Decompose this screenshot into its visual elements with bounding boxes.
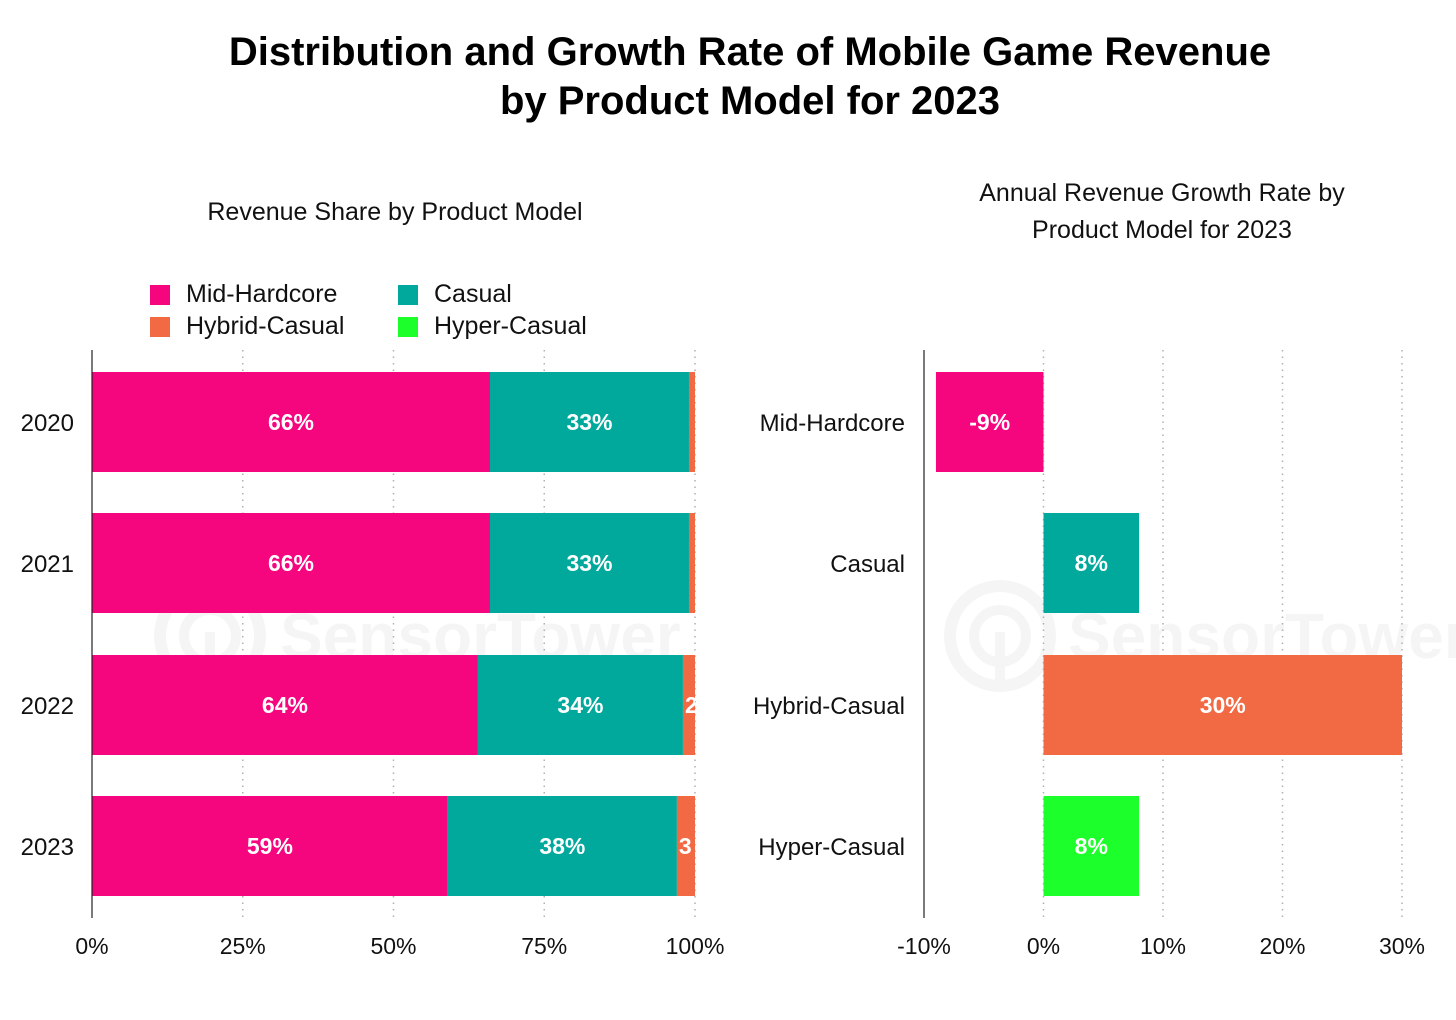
bar-hybrid-casual-2020 bbox=[688, 372, 695, 472]
bar-hybrid-casual-2023 bbox=[676, 796, 695, 896]
bar-hyper-casual bbox=[1043, 796, 1140, 896]
y-tick-label: Hybrid-Casual bbox=[753, 693, 905, 720]
x-tick-label: 100% bbox=[666, 933, 725, 959]
y-tick-label: Casual bbox=[830, 551, 905, 578]
bar-value-label: 64% bbox=[262, 692, 308, 718]
bar-mid-hardcore-2020 bbox=[92, 372, 490, 472]
right-chart-bars: -9% 8% 30% 8% bbox=[935, 372, 1402, 896]
legend-label-hyper-casual: Hyper-Casual bbox=[434, 312, 587, 340]
left-chart-title: Revenue Share by Product Model bbox=[207, 198, 583, 226]
legend-label-mid-hardcore: Mid-Hardcore bbox=[186, 280, 338, 308]
legend-swatch-casual bbox=[398, 284, 418, 305]
left-category-labels: 2020 2021 2022 2023 bbox=[21, 410, 74, 861]
x-tick-label: 20% bbox=[1259, 933, 1305, 959]
bar-hybrid-casual-2021 bbox=[688, 513, 695, 613]
y-tick-label: 2023 bbox=[21, 834, 74, 861]
legend-swatch-hybrid-casual bbox=[150, 316, 170, 337]
y-tick-label: 2021 bbox=[21, 551, 74, 578]
y-tick-label: 2022 bbox=[21, 693, 74, 720]
bar-hybrid-casual-2022 bbox=[682, 655, 695, 755]
bar-mid-hardcore-2023 bbox=[92, 796, 448, 896]
x-tick-label: 0% bbox=[75, 933, 108, 959]
x-tick-label: 10% bbox=[1140, 933, 1186, 959]
y-tick-label: 2020 bbox=[21, 410, 74, 437]
x-tick-label: 50% bbox=[370, 933, 416, 959]
legend-item-hybrid-casual: Hybrid-Casual bbox=[150, 312, 344, 341]
bar-mid-hardcore-2021 bbox=[92, 513, 490, 613]
y-tick-label: Mid-Hardcore bbox=[760, 410, 905, 437]
bar-hybrid-casual bbox=[1043, 655, 1402, 755]
legend-item-mid-hardcore: Mid-Hardcore bbox=[150, 280, 337, 309]
x-tick-label: -10% bbox=[897, 933, 951, 959]
x-tick-label: 30% bbox=[1379, 933, 1425, 959]
chart-title: Distribution and Growth Rate of Mobile G… bbox=[0, 28, 1456, 126]
right-chart-title-line-1: Annual Revenue Growth Rate by bbox=[979, 179, 1345, 207]
bar-value-label: 34% bbox=[557, 692, 603, 718]
bar-value-label: 2 bbox=[685, 692, 698, 718]
right-chart-title: Annual Revenue Growth Rate by Product Mo… bbox=[912, 175, 1412, 249]
x-tick-label: 0% bbox=[1027, 933, 1060, 959]
left-chart-bars: 66% 33% 66% 33% 64% 34% 2 59% 38% 3 bbox=[92, 372, 698, 896]
left-x-tick-labels: 0% 25% 50% 75% 100% bbox=[75, 933, 724, 959]
bar-value-label: 8% bbox=[1075, 833, 1108, 859]
legend-label-hybrid-casual: Hybrid-Casual bbox=[186, 312, 345, 340]
bar-value-label: 3 bbox=[679, 833, 692, 859]
bar-value-label: 8% bbox=[1075, 550, 1108, 576]
chart-title-line-2: by Product Model for 2023 bbox=[499, 79, 1001, 123]
y-tick-label: Hyper-Casual bbox=[758, 834, 905, 861]
bar-value-label: 38% bbox=[539, 833, 585, 859]
bar-value-label: -9% bbox=[969, 409, 1010, 435]
chart-title-line-1: Distribution and Growth Rate of Mobile G… bbox=[228, 30, 1272, 74]
right-x-tick-labels: -10% 0% 10% 20% 30% bbox=[897, 933, 1425, 959]
x-tick-label: 75% bbox=[521, 933, 567, 959]
bar-casual bbox=[1043, 513, 1140, 613]
legend-swatch-hyper-casual bbox=[398, 316, 418, 337]
bar-value-label: 66% bbox=[268, 409, 314, 435]
x-tick-label: 25% bbox=[220, 933, 266, 959]
legend-swatch-mid-hardcore bbox=[150, 284, 170, 305]
bar-casual-2022 bbox=[477, 655, 683, 755]
legend: Mid-Hardcore Casual Hybrid-Casual Hyper-… bbox=[150, 280, 620, 344]
axes bbox=[91, 350, 925, 918]
bar-mid-hardcore-2022 bbox=[92, 655, 478, 755]
bar-casual-2021 bbox=[489, 513, 689, 613]
legend-label-casual: Casual bbox=[434, 280, 512, 308]
bar-mid-hardcore bbox=[935, 372, 1044, 472]
right-category-labels: Mid-Hardcore Casual Hybrid-Casual Hyper-Cas… bbox=[753, 410, 905, 861]
bar-value-label: 66% bbox=[268, 550, 314, 576]
legend-item-casual: Casual bbox=[398, 280, 512, 309]
bar-value-label: 30% bbox=[1200, 692, 1246, 718]
legend-item-hyper-casual: Hyper-Casual bbox=[398, 312, 587, 341]
bar-casual-2023 bbox=[447, 796, 677, 896]
right-chart-title-line-2: Product Model for 2023 bbox=[1032, 216, 1292, 244]
bar-value-label: 33% bbox=[566, 409, 612, 435]
bar-value-label: 59% bbox=[247, 833, 293, 859]
bar-value-label: 33% bbox=[566, 550, 612, 576]
bar-casual-2020 bbox=[489, 372, 689, 472]
